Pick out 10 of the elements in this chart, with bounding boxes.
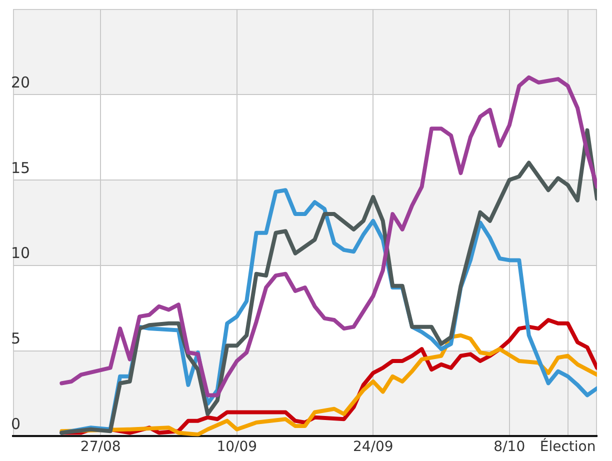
y-tick-label: 5 xyxy=(11,330,21,348)
x-tick-label: 24/09 xyxy=(352,439,394,456)
y-tick-label: 15 xyxy=(11,158,30,177)
y-tick-label: 10 xyxy=(11,244,30,262)
x-tick-label: 8/10 xyxy=(494,439,526,456)
y-tick-label: 20 xyxy=(11,73,30,92)
y-tick-label: 0 xyxy=(11,415,21,434)
x-tick-label: 10/09 xyxy=(216,439,258,456)
x-tick-label: Élection xyxy=(540,438,596,456)
x-tick-label: 27/08 xyxy=(80,439,121,456)
